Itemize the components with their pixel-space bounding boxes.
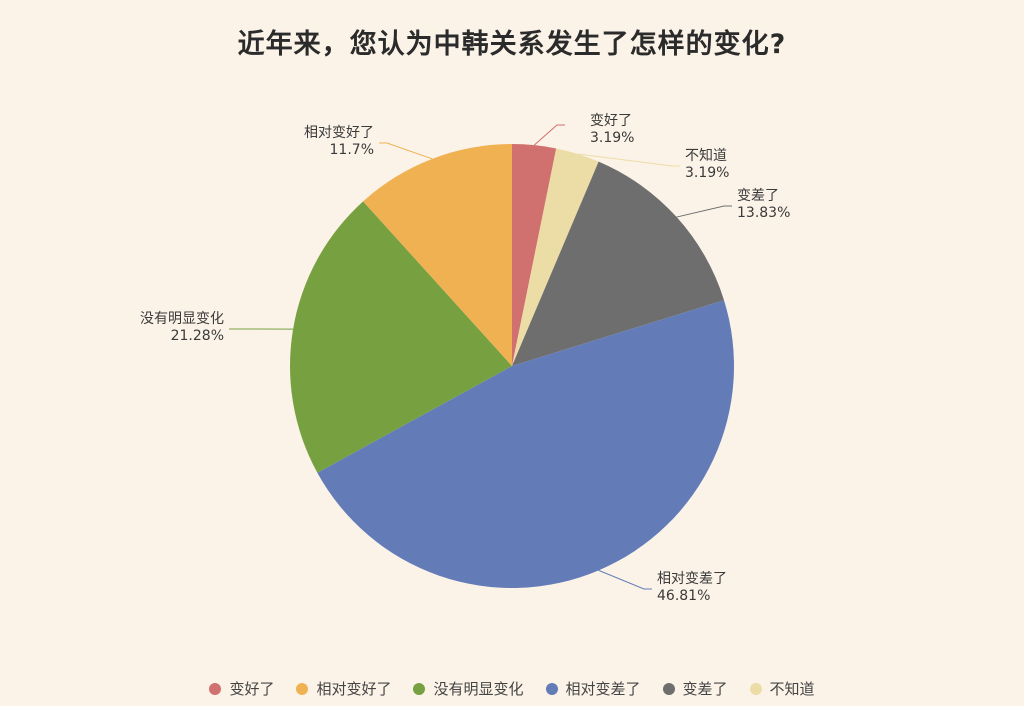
legend-item-buzhidao[interactable]: 不知道 — [749, 678, 815, 699]
legend-label: 没有明显变化 — [433, 680, 524, 698]
legend-dot-icon — [209, 682, 222, 695]
data-label-value: 13.83% — [737, 205, 790, 221]
legend-item-bianhaole[interactable]: 变好了 — [209, 678, 274, 699]
pie-slices — [290, 144, 734, 588]
legend-dot-icon — [662, 682, 675, 695]
legend-item-xiangduibianchale[interactable]: 相对变差了 — [545, 678, 641, 699]
data-label-category: 相对变差了 — [657, 571, 727, 587]
chart-title: 近年来，您认为中韩关系发生了怎样的变化? — [237, 29, 787, 60]
pie-slice[interactable] — [363, 144, 512, 366]
legend-label: 相对变好了 — [316, 680, 392, 698]
legend-label: 不知道 — [769, 680, 815, 698]
data-label-value: 46.81% — [657, 588, 710, 604]
data-label-value: 21.28% — [171, 328, 224, 344]
legend-label: 相对变差了 — [565, 680, 641, 698]
legend-dot-icon — [545, 682, 558, 695]
legend-dot-icon — [413, 682, 426, 695]
legend-label: 变差了 — [682, 680, 728, 698]
data-label-category: 没有明显变化 — [140, 311, 224, 327]
label-leader-lines — [229, 124, 732, 590]
pie-slice[interactable] — [512, 148, 599, 366]
legend-item-xiangduibianhaole[interactable]: 相对变好了 — [296, 678, 391, 699]
pie-slice[interactable] — [290, 201, 512, 473]
pie-slice[interactable] — [512, 161, 725, 366]
data-label-category: 相对变好了 — [304, 125, 374, 141]
legend-label: 变好了 — [229, 680, 275, 698]
data-label-value: 11.7% — [330, 142, 374, 158]
legend-dot-icon — [296, 682, 309, 695]
pie-slice[interactable] — [317, 300, 734, 588]
leader-line — [676, 205, 732, 218]
leader-line — [598, 569, 652, 590]
legend-dot-icon — [749, 682, 762, 695]
legend: 变好了 相对变好了 没有明显变化 相对变差了 变差了 不知道 — [0, 678, 1024, 699]
leader-line — [533, 124, 565, 146]
leader-line — [379, 142, 433, 160]
leader-line — [577, 153, 680, 167]
pie-slice[interactable] — [512, 144, 557, 366]
data-label-category: 变好了 — [590, 113, 632, 129]
legend-item-bianchale[interactable]: 变差了 — [662, 678, 728, 699]
data-labels: 变好了3.19%不知道3.19%变差了13.83%相对变差了46.81%没有明显… — [140, 113, 790, 604]
legend-item-meiyoumingxianbianhua[interactable]: 没有明显变化 — [413, 678, 524, 699]
data-label-category: 变差了 — [737, 188, 779, 204]
data-label-category: 不知道 — [685, 147, 727, 164]
data-label-value: 3.19% — [685, 165, 729, 181]
data-label-value: 3.19% — [590, 130, 634, 146]
